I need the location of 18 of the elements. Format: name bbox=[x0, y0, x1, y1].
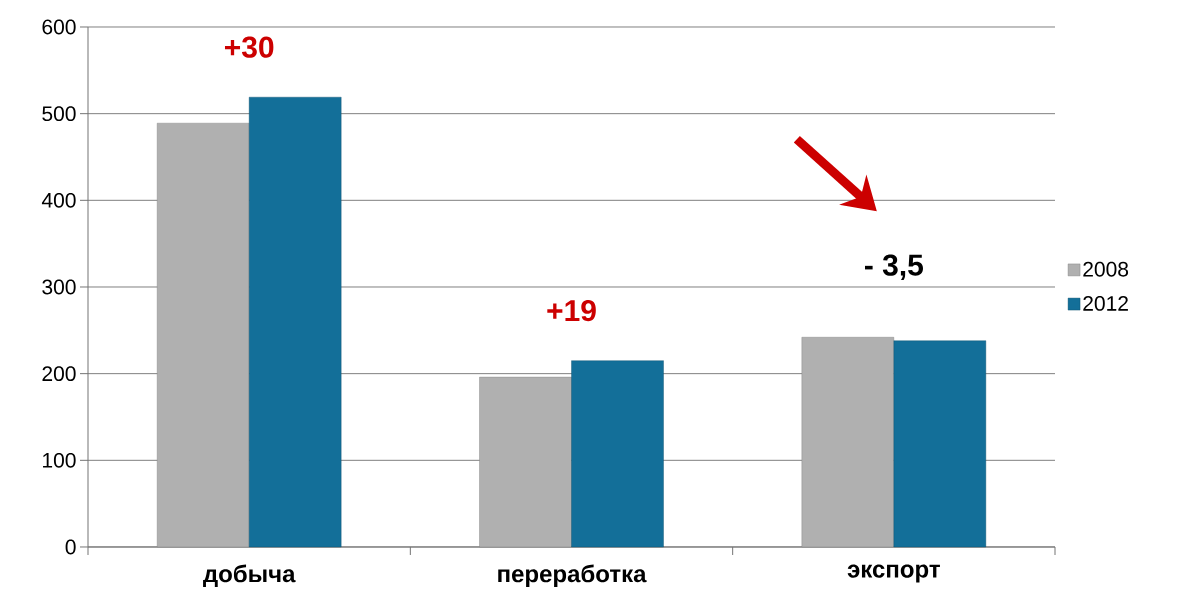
bar bbox=[571, 360, 664, 548]
y-tick-label: 600 bbox=[42, 19, 76, 35]
legend-label: 2008 bbox=[1083, 261, 1129, 277]
annotation: +30 bbox=[224, 36, 274, 58]
bar bbox=[893, 340, 987, 548]
x-tick-label: добыча bbox=[203, 564, 296, 587]
annotation: +19 bbox=[547, 300, 596, 322]
annotation: - 3,5 bbox=[865, 254, 923, 281]
y-tick-label: 0 bbox=[65, 539, 76, 555]
y-tick-label: 400 bbox=[41, 192, 76, 208]
y-tick-label: 300 bbox=[42, 279, 76, 295]
y-tick-label: 500 bbox=[42, 106, 76, 122]
y-tick-label: 200 bbox=[42, 366, 76, 382]
x-tick-label: переработка bbox=[498, 564, 647, 588]
y-tick-label: 100 bbox=[43, 452, 76, 468]
x-tick-label: экспорт bbox=[847, 564, 940, 583]
bar bbox=[248, 96, 342, 548]
legend-label: 2012 bbox=[1083, 295, 1128, 311]
